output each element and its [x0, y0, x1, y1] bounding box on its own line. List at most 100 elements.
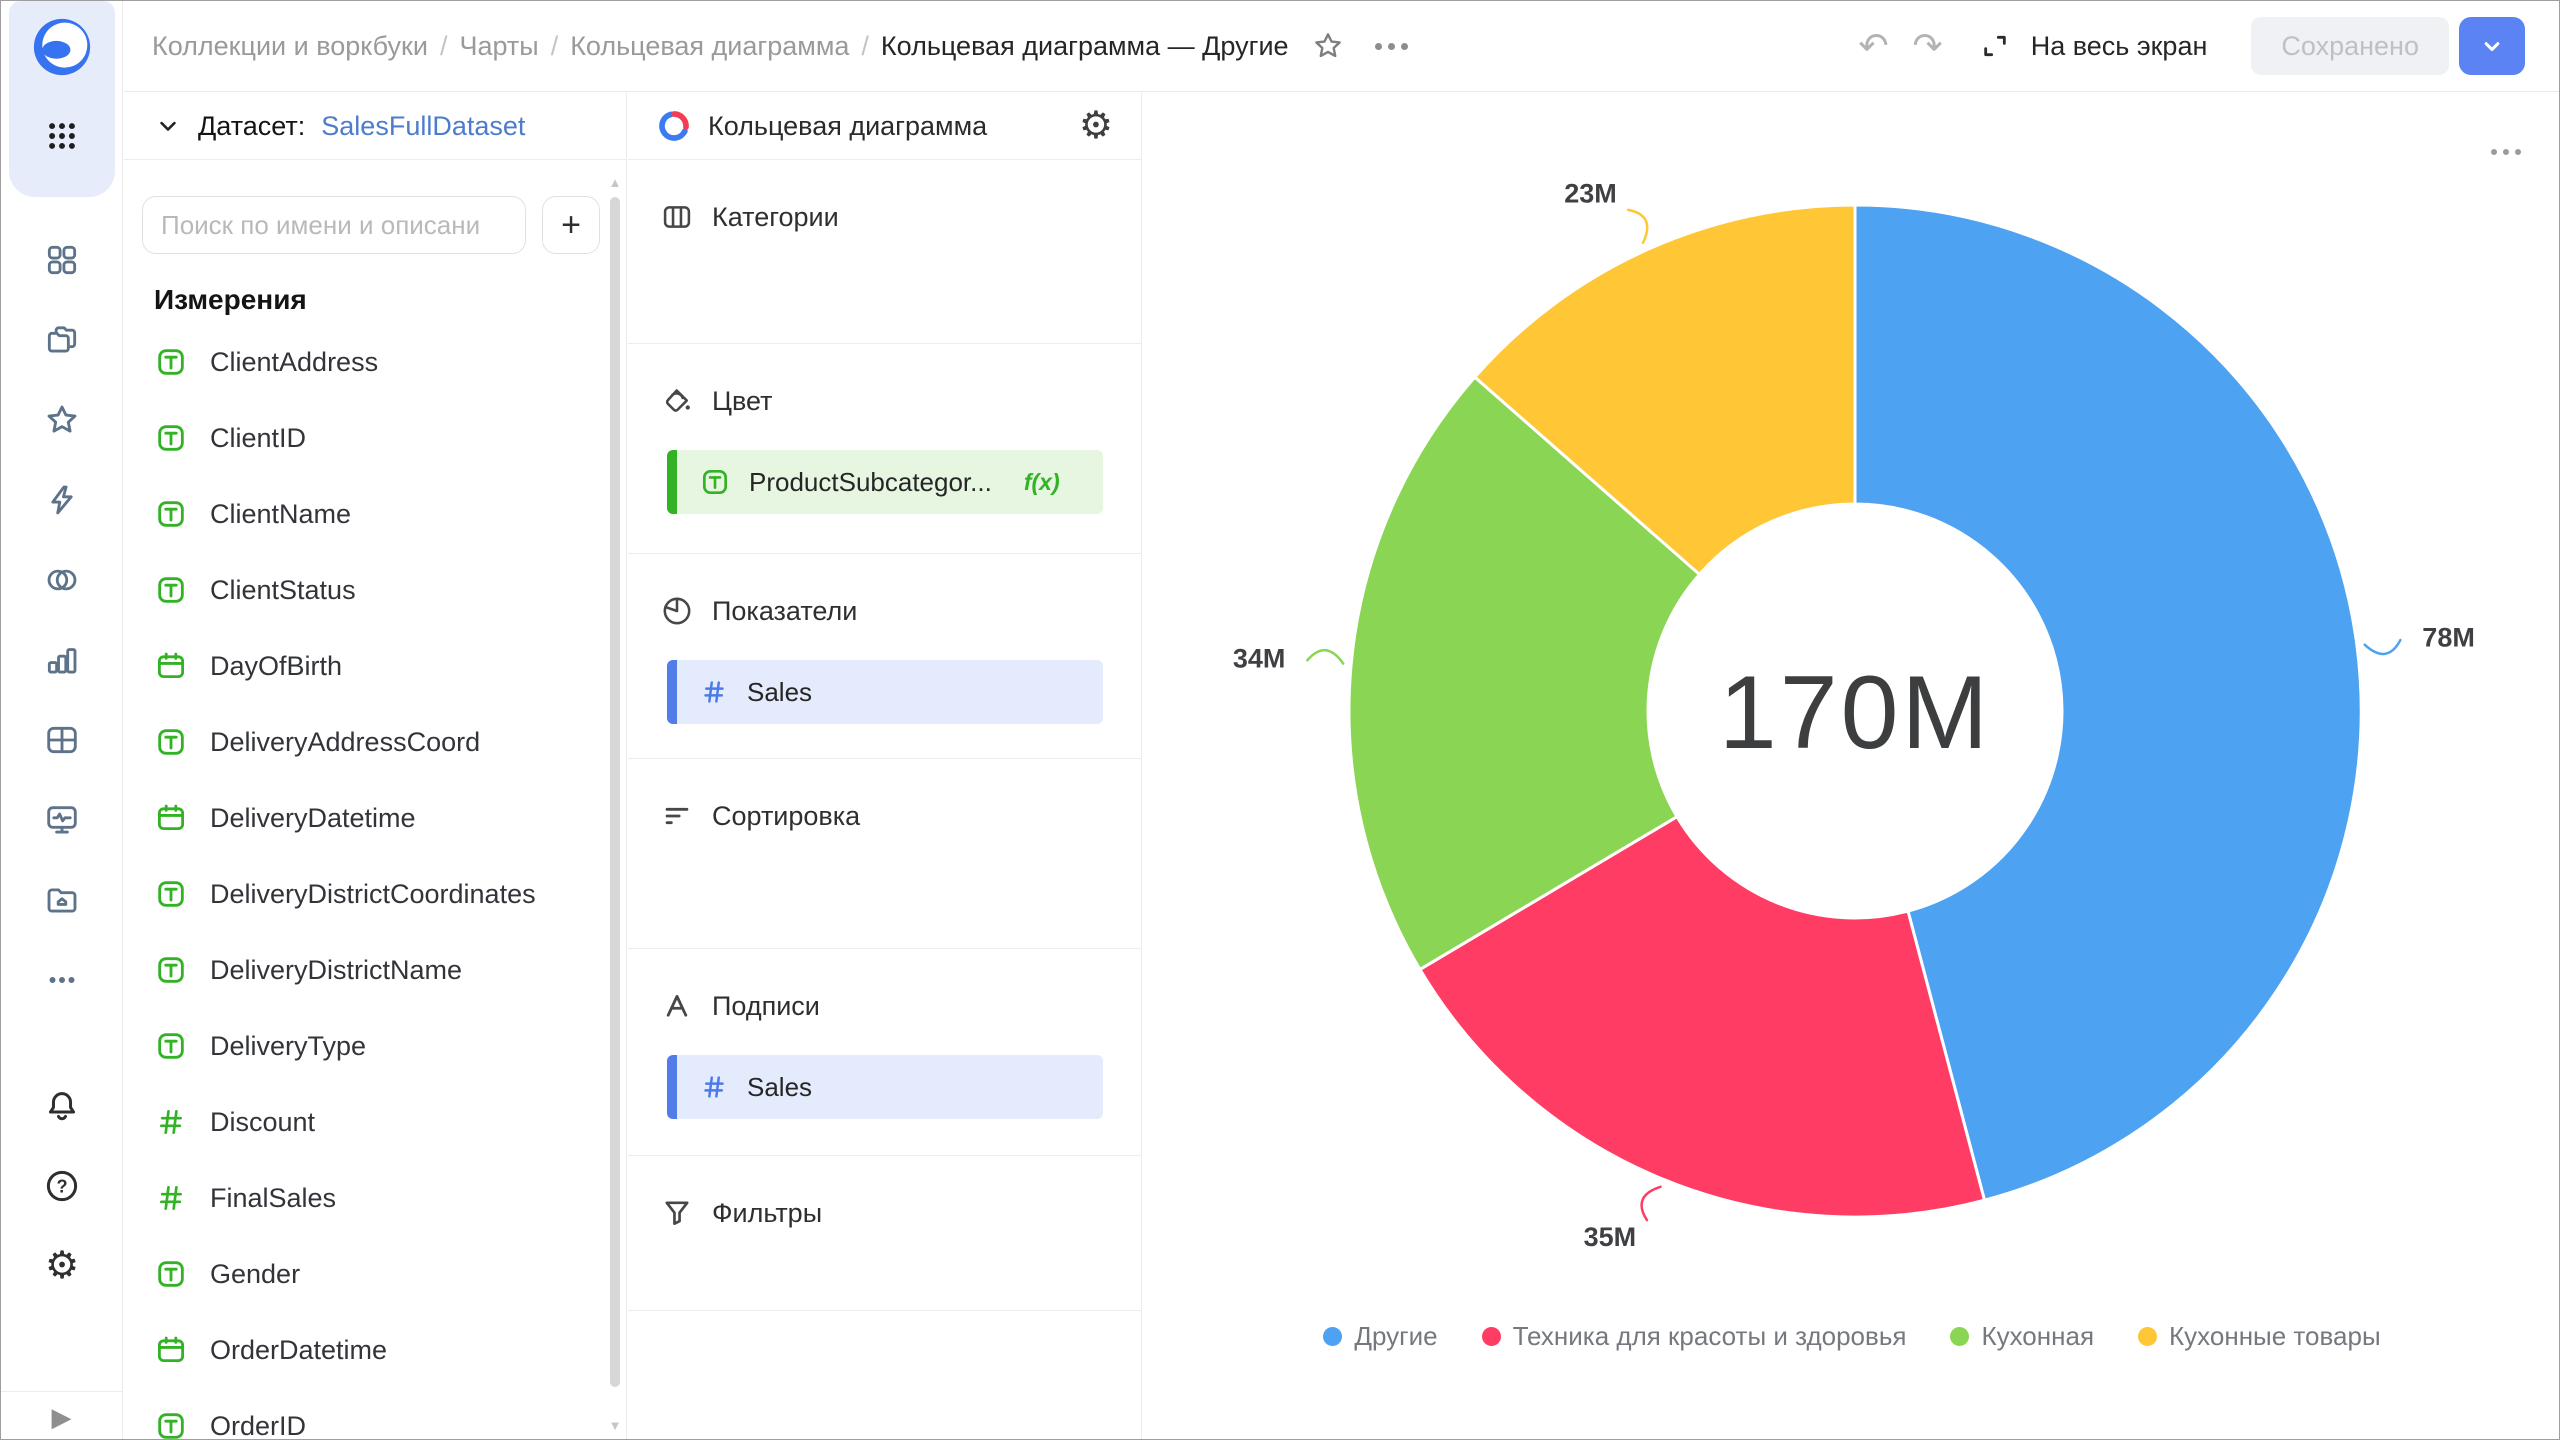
- dataset-field-Gender[interactable]: Gender: [124, 1236, 626, 1312]
- sort-label: Сортировка: [712, 800, 861, 831]
- donut-chart-type-icon[interactable]: [656, 108, 692, 144]
- donut-chart: 78M 35M 34M 23M 170M: [1233, 179, 2475, 1252]
- undo-icon[interactable]: ↶: [1858, 25, 1889, 66]
- labels-field-pill[interactable]: Sales: [667, 1055, 1103, 1119]
- datalens-logo-icon[interactable]: [32, 17, 92, 77]
- monitoring-icon[interactable]: [43, 801, 81, 839]
- fullscreen-label[interactable]: На весь экран: [2030, 30, 2208, 61]
- alerts-icon[interactable]: [43, 481, 81, 519]
- dataset-field-OrderID[interactable]: OrderID: [124, 1388, 626, 1440]
- chart-more-icon[interactable]: [2485, 143, 2527, 161]
- section-color: Цвет ProductSubcategor... f(x): [628, 344, 1141, 554]
- favorites-icon[interactable]: [43, 401, 81, 439]
- favorite-star-icon[interactable]: [1311, 29, 1345, 63]
- saved-button[interactable]: Сохранено: [2251, 17, 2449, 75]
- dataset-field-OrderDatetime[interactable]: OrderDatetime: [124, 1312, 626, 1388]
- dataset-field-DeliveryDistrictName[interactable]: DeliveryDistrictName: [124, 932, 626, 1008]
- charts-icon[interactable]: [43, 641, 81, 679]
- left-rail: ? ⚙ ▶: [1, 1, 123, 1439]
- dataset-field-DayOfBirth[interactable]: DayOfBirth: [124, 628, 626, 704]
- breadcrumb-separator: /: [861, 30, 869, 61]
- field-name: DeliveryDatetime: [210, 802, 416, 833]
- breadcrumb-chart-folder[interactable]: Кольцевая диаграмма: [570, 30, 850, 61]
- save-menu-button[interactable]: [2459, 17, 2525, 75]
- chart-settings-gear-icon[interactable]: ⚙: [1078, 105, 1113, 147]
- settings-icon[interactable]: ⚙: [44, 1245, 80, 1287]
- legend-item-3[interactable]: Кухонная: [1950, 1321, 2094, 1352]
- connections-icon[interactable]: [43, 561, 81, 599]
- scroll-down-icon[interactable]: ▼: [608, 1418, 622, 1433]
- field-name: OrderID: [210, 1410, 307, 1440]
- expand-rail-icon[interactable]: ▶: [51, 1401, 72, 1432]
- dataset-field-DeliveryAddressCoord[interactable]: DeliveryAddressCoord: [124, 704, 626, 780]
- section-labels: Подписи Sales: [628, 949, 1141, 1156]
- field-name: DeliveryDistrictName: [210, 954, 463, 985]
- dataset-field-ClientName[interactable]: ClientName: [124, 476, 626, 552]
- measures-pie-icon: [663, 597, 691, 625]
- legend-item-2[interactable]: Техника для красоты и здоровья: [1481, 1321, 1906, 1352]
- legend-item-4[interactable]: Кухонные товары: [2138, 1321, 2381, 1352]
- dataset-field-FinalSales[interactable]: FinalSales: [124, 1160, 626, 1236]
- dataset-field-Discount[interactable]: Discount: [124, 1084, 626, 1160]
- dataset-name-link[interactable]: SalesFullDataset: [321, 110, 526, 141]
- fullscreen-icon[interactable]: [1979, 30, 2011, 62]
- scrollbar-thumb[interactable]: [610, 197, 620, 1387]
- section-categories: Категории: [628, 160, 1141, 344]
- dataset-field-ClientStatus[interactable]: ClientStatus: [124, 552, 626, 628]
- field-type-number-icon: [154, 1181, 188, 1215]
- collections-icon[interactable]: [43, 241, 81, 279]
- field-search-row: +: [142, 196, 600, 254]
- field-search-input[interactable]: [142, 196, 526, 254]
- chart-config-panel: Кольцевая диаграмма ⚙ Категории Цвет: [628, 93, 1142, 1439]
- scroll-up-icon[interactable]: ▲: [608, 175, 622, 190]
- dataset-field-ClientID[interactable]: ClientID: [124, 400, 626, 476]
- workbooks-icon[interactable]: [43, 321, 81, 359]
- notifications-icon[interactable]: [43, 1087, 81, 1125]
- donut-slice-4[interactable]: [1472, 203, 1857, 577]
- field-type-text-icon: [154, 573, 188, 607]
- field-type-text-icon: [154, 1257, 188, 1291]
- legend-label: Другие: [1354, 1321, 1438, 1351]
- slice-callout-line: [1626, 208, 1649, 244]
- more-icon[interactable]: [43, 961, 81, 999]
- dataset-collapse-icon[interactable]: [154, 112, 182, 140]
- dimensions-title: Измерения: [154, 284, 307, 315]
- color-field-pill[interactable]: ProductSubcategor... f(x): [667, 450, 1103, 514]
- measures-field-pill[interactable]: Sales: [667, 660, 1103, 724]
- dataset-panel: Датасет: SalesFullDataset + Измерения Cl…: [124, 93, 627, 1440]
- measures-label: Показатели: [712, 595, 858, 626]
- dataset-field-ClientAddress[interactable]: ClientAddress: [124, 324, 626, 400]
- legend-label: Кухонная: [1981, 1321, 2095, 1351]
- field-type-text-icon: [154, 421, 188, 455]
- apps-grid-icon[interactable]: [45, 119, 79, 153]
- help-icon[interactable]: ?: [43, 1167, 81, 1205]
- chart-type-label[interactable]: Кольцевая диаграмма: [708, 110, 988, 141]
- donut-slice-2[interactable]: [1417, 814, 1987, 1219]
- categories-icon: [663, 206, 691, 228]
- dataset-scrollbar[interactable]: ▲ ▼: [608, 93, 622, 1439]
- dataset-label: Датасет:: [198, 110, 306, 141]
- redo-icon[interactable]: ↷: [1912, 25, 1943, 66]
- field-type-date-icon: [154, 1333, 188, 1367]
- field-name: ClientName: [210, 498, 352, 529]
- slice-value-label: 23M: [1564, 179, 1617, 209]
- page-more-icon[interactable]: [1374, 42, 1408, 50]
- legend-color-dot: [1950, 1327, 1970, 1346]
- donut-slice-3[interactable]: [1347, 374, 1702, 972]
- dataset-field-DeliveryType[interactable]: DeliveryType: [124, 1008, 626, 1084]
- add-field-button[interactable]: +: [542, 196, 600, 254]
- breadcrumb-collections[interactable]: Коллекции и воркбуки: [152, 30, 428, 61]
- storage-icon[interactable]: [43, 881, 81, 919]
- chart-legend: Другие Техника для красоты и здоровья Кухо…: [1143, 1321, 2559, 1352]
- field-name: DeliveryType: [210, 1030, 367, 1061]
- field-type-text-icon: [154, 953, 188, 987]
- dataset-field-DeliveryDatetime[interactable]: DeliveryDatetime: [124, 780, 626, 856]
- breadcrumb-charts[interactable]: Чарты: [459, 30, 539, 61]
- donut-total-label: 170M: [1719, 655, 1991, 771]
- chevron-down-icon: [2484, 42, 2500, 52]
- dashboards-icon[interactable]: [43, 721, 81, 759]
- donut-slice-1[interactable]: [1853, 203, 2363, 1203]
- legend-item-1[interactable]: Другие: [1323, 1321, 1438, 1352]
- dataset-field-DeliveryDistrictCoordinates[interactable]: DeliveryDistrictCoordinates: [124, 856, 626, 932]
